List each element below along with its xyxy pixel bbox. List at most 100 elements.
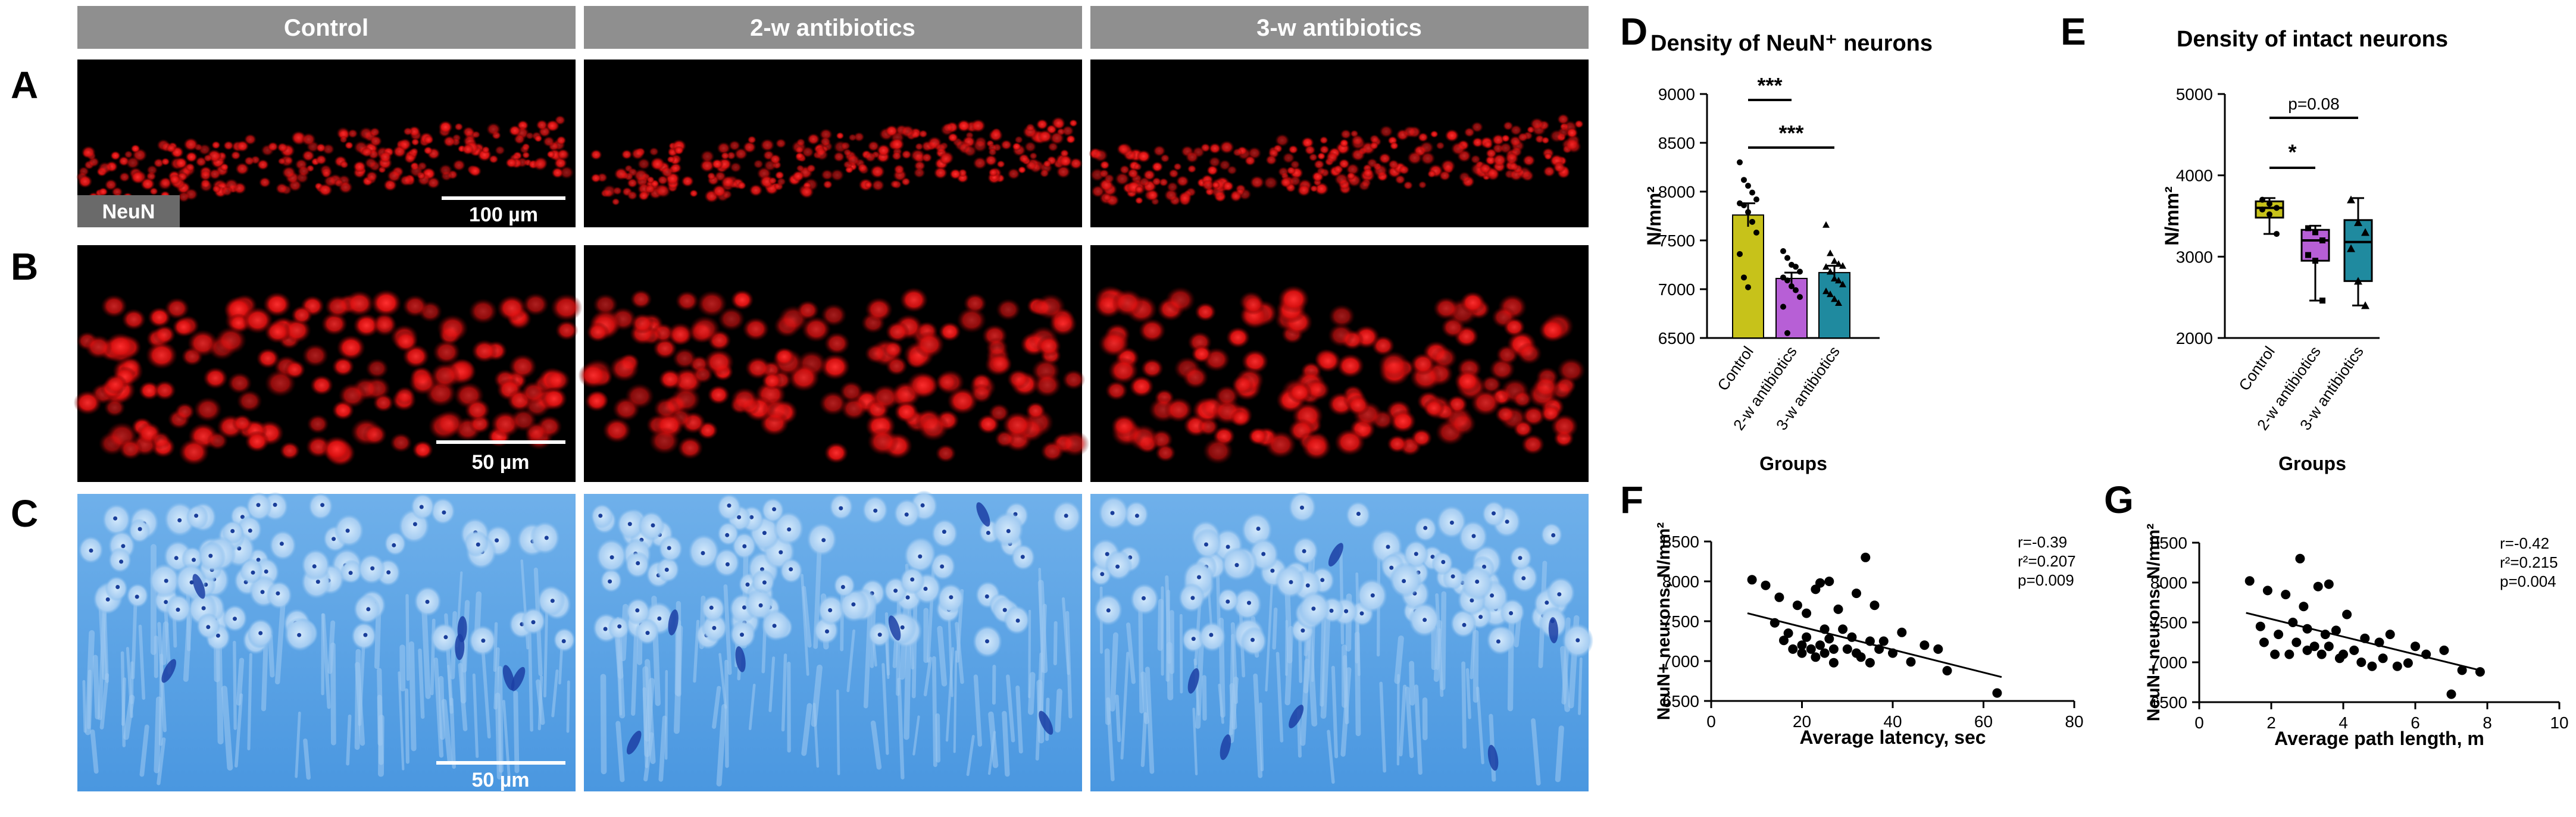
neun-nucleus [745,356,771,380]
neun-nucleus [344,141,354,150]
nissl-image-c-2w [584,490,1082,791]
data-point [1833,604,1843,614]
neun-nucleus [590,173,602,183]
nucleolus [636,561,640,565]
dendrite [527,628,533,732]
neun-nucleus [700,149,715,163]
neun-nucleus [118,438,143,460]
dendrite [1006,674,1015,743]
data-point [1835,260,1842,267]
dendrite [1399,684,1407,757]
neun-nucleus [839,380,864,403]
nucleolus [851,602,856,607]
neun-nucleus [202,367,229,389]
neun-nucleus [1151,177,1162,186]
neun-nucleus [1509,162,1520,171]
data-point [1852,589,1861,599]
neun-nucleus [297,165,311,177]
stat-annotation: r=-0.42 [2500,534,2549,552]
data-point [2347,244,2355,252]
x-category-label: Control [2235,343,2278,394]
y-tick-label: 7500 [1662,612,1699,631]
neun-nucleus [1151,161,1164,173]
dendrite [495,693,502,780]
nucleolus [1289,580,1293,584]
data-point [2274,630,2284,640]
neun-nucleus [717,142,731,155]
dendrite [664,669,668,760]
dendrite [973,674,983,747]
nucleolus [1256,527,1261,531]
nucleolus [264,569,268,574]
dendrite [1284,590,1293,663]
neun-nucleus [936,372,958,392]
data-point [1847,632,1857,642]
neun-nucleus [411,138,420,146]
data-point [2374,637,2384,647]
neun-nucleus [1226,327,1251,349]
data-point [1942,666,1952,676]
data-point [1920,640,1930,650]
neun-nucleus [1420,151,1436,165]
neun-nucleus [614,167,629,181]
neun-nucleus [627,190,638,201]
chart-f-latency-scatter: 6500 7000 7500 8000 8500 0 20 40 60 80 NeuN+ neuro… [1654,522,2084,748]
y-tick-label: 6500 [1662,692,1699,710]
neun-nucleus [423,135,434,145]
neun-nucleus [339,136,348,144]
neun-nucleus [150,431,171,450]
panel-letter-d: D [1620,10,1647,53]
nucleolus [608,579,612,584]
dendrite [881,663,889,755]
neun-nucleus [1549,129,1565,143]
neun-nucleus [284,360,306,380]
neun-nucleus [508,353,537,380]
y-tick-label: 8500 [2150,534,2187,552]
nucleolus [1370,593,1375,598]
significance-label: *** [1778,121,1803,145]
neun-nucleus [399,174,412,186]
glial-cell [1548,617,1558,644]
neun-nucleus [347,129,358,139]
neun-nucleus [496,295,527,322]
row-letter-b: B [11,245,38,288]
dendrite [449,697,456,769]
neun-nucleus [1565,127,1578,139]
neun-nucleus [1007,168,1021,180]
neun-nucleus [230,151,241,160]
neun-nucleus [1265,154,1277,165]
neun-nucleus [1512,390,1533,408]
neun-nucleus [1165,286,1196,314]
neun-nucleus [885,356,908,376]
neun-nucleus [336,334,366,361]
nucleolus [1209,633,1214,637]
neun-nucleus [870,164,886,179]
neun-nucleus [434,409,465,437]
neun-nucleus [1319,136,1328,145]
nucleolus [1105,552,1109,556]
y-axis-label: N/mm² [2161,186,2183,246]
neun-nucleus [555,320,579,341]
neun-nucleus [540,387,568,411]
data-point [2284,649,2294,659]
neun-nucleus [935,444,956,463]
dendrite [1192,708,1198,775]
neun-image-b-control [73,245,583,482]
neun-nucleus [1369,134,1380,144]
neun-nucleus [848,133,857,142]
neun-nucleus [876,143,891,157]
nucleolus [1226,544,1230,549]
neun-nucleus [1040,440,1065,462]
dendrite [712,685,721,729]
data-point [2259,196,2265,203]
chart-d-neun-density: Density of NeuN⁺ neurons 6500 7000 7500 8000… [1643,31,1933,474]
y-tick-label: 7500 [1658,231,1695,250]
neun-nucleus [675,290,699,312]
dendrite [378,714,384,777]
data-point [2299,602,2309,612]
nucleolus [1226,599,1230,604]
dendrite [1218,683,1224,724]
data-point [2421,649,2431,659]
dendrite [82,680,87,733]
